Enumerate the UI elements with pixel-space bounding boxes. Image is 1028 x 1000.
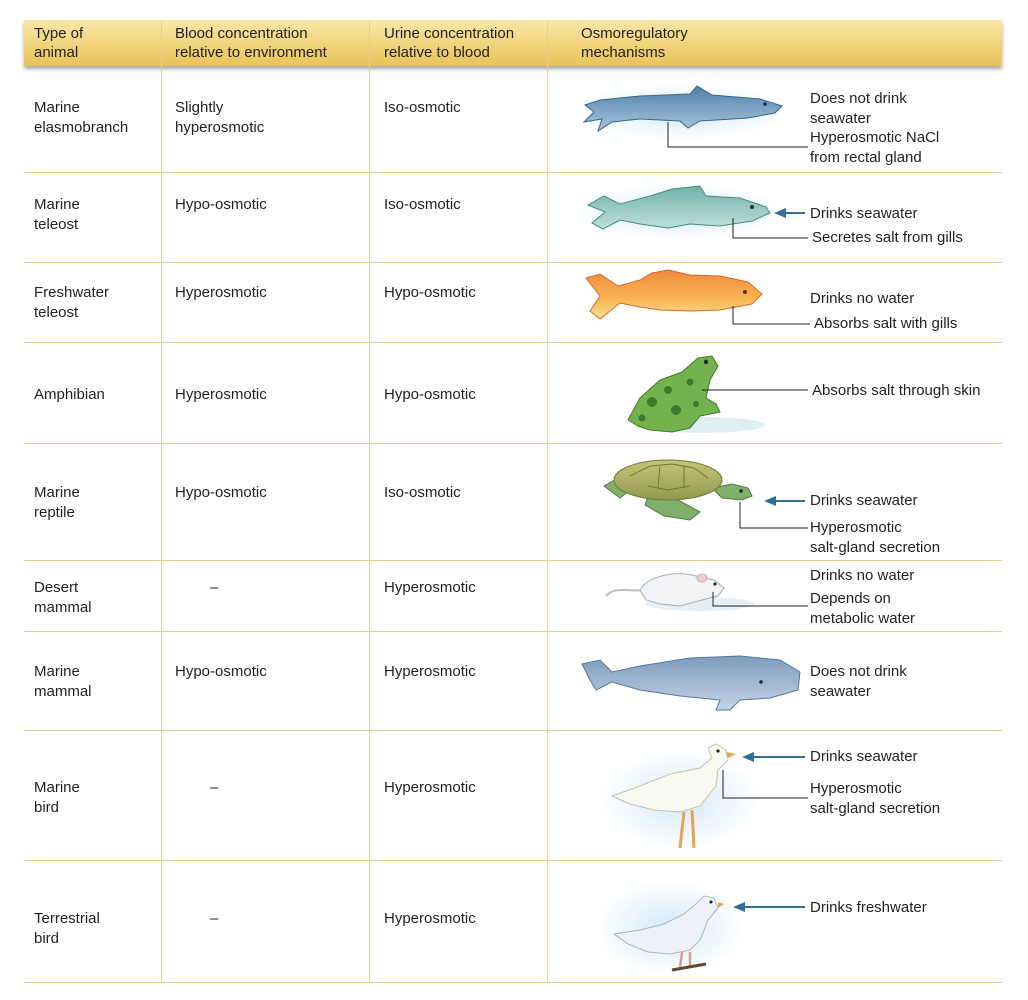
row-divider bbox=[24, 860, 1002, 861]
marine-fish-icon bbox=[575, 184, 785, 240]
animal-type: Marine mammal bbox=[34, 663, 92, 700]
row-divider bbox=[24, 172, 1002, 173]
mechanism-label: Drinks freshwater bbox=[810, 899, 927, 916]
blood-concentration: Hypo-osmotic bbox=[175, 484, 267, 501]
shark-icon bbox=[570, 84, 790, 140]
row-divider bbox=[24, 730, 1002, 731]
animal-type: Marine elasmobranch bbox=[34, 99, 129, 136]
row-divider bbox=[24, 631, 1002, 632]
mechanism-label: Drinks no water bbox=[810, 567, 915, 584]
mechanism-label: Secretes salt from gills bbox=[812, 229, 963, 246]
mechanism-label: Drinks seawater bbox=[810, 492, 918, 509]
animal-type: Marine teleost bbox=[34, 196, 80, 233]
mechanism-label: Hyperosmotic salt-gland secretion bbox=[810, 519, 941, 556]
mechanism-label: Depends on metabolic water bbox=[810, 590, 916, 627]
urine-concentration: Hyperosmotic bbox=[384, 910, 476, 927]
blood-concentration: – bbox=[210, 910, 219, 927]
mechanism-label: Drinks seawater bbox=[810, 205, 918, 222]
urine-concentration: Hyperosmotic bbox=[384, 579, 476, 596]
mechanism-label: Hyperosmotic NaCl from rectal gland bbox=[810, 129, 940, 166]
mechanism-label: Absorbs salt with gills bbox=[814, 315, 958, 332]
urine-concentration: Hyperosmotic bbox=[384, 663, 476, 680]
blood-concentration: Hypo-osmotic bbox=[175, 663, 267, 680]
column-divider bbox=[161, 22, 162, 982]
blood-concentration: Hypo-osmotic bbox=[175, 196, 267, 213]
urine-concentration: Hypo-osmotic bbox=[384, 284, 476, 301]
header-osmoregulatory-mechanisms: Osmoregulatory mechanisms bbox=[581, 25, 688, 61]
whale-icon bbox=[581, 655, 801, 711]
table-header bbox=[24, 20, 1002, 66]
animal-type: Marine bird bbox=[34, 779, 80, 816]
animal-type: Terrestrial bird bbox=[34, 910, 100, 947]
mechanism-label: Does not drink seawater bbox=[810, 90, 907, 127]
mechanism-label: Absorbs salt through skin bbox=[812, 382, 981, 399]
urine-concentration: Hypo-osmotic bbox=[384, 386, 476, 403]
row-divider bbox=[24, 982, 1002, 983]
animal-type: Desert mammal bbox=[34, 579, 92, 616]
freshwater-fish-icon bbox=[585, 269, 763, 320]
urine-concentration: Iso-osmotic bbox=[384, 99, 461, 116]
column-divider bbox=[547, 22, 548, 982]
dove-icon bbox=[595, 880, 745, 976]
row-divider bbox=[24, 560, 1002, 561]
mechanism-label: Drinks no water bbox=[810, 290, 915, 307]
row-divider bbox=[24, 262, 1002, 263]
row-divider bbox=[24, 342, 1002, 343]
blood-concentration: Hyperosmotic bbox=[175, 284, 267, 301]
column-divider bbox=[369, 22, 370, 982]
header-type-of-animal: Type of animal bbox=[34, 25, 84, 61]
mechanism-label: Hyperosmotic salt-gland secretion bbox=[810, 780, 941, 817]
animal-type: Marine reptile bbox=[34, 484, 80, 521]
frog-icon bbox=[627, 355, 765, 433]
turtle-icon bbox=[603, 459, 753, 521]
rat-icon bbox=[605, 573, 755, 611]
mechanism-label: Drinks seawater bbox=[810, 748, 918, 765]
animal-type: Freshwater teleost bbox=[34, 284, 110, 321]
mechanism-label: Does not drink seawater bbox=[810, 663, 907, 700]
header-urine-concentration: Urine concentration relative to blood bbox=[384, 25, 515, 61]
blood-concentration: – bbox=[210, 779, 219, 796]
urine-concentration: Iso-osmotic bbox=[384, 484, 461, 501]
blood-concentration: Slightly hyperosmotic bbox=[175, 99, 265, 136]
animal-type: Amphibian bbox=[34, 386, 105, 403]
blood-concentration: – bbox=[210, 579, 219, 596]
urine-concentration: Hyperosmotic bbox=[384, 779, 476, 796]
urine-concentration: Iso-osmotic bbox=[384, 196, 461, 213]
gull-icon bbox=[600, 743, 760, 850]
header-blood-concentration: Blood concentration relative to environm… bbox=[175, 25, 327, 61]
row-divider bbox=[24, 443, 1002, 444]
blood-concentration: Hyperosmotic bbox=[175, 386, 267, 403]
